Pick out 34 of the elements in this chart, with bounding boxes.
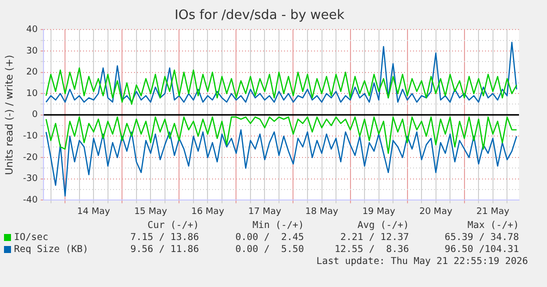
text: Last update: Thu May 21 22:55:19 2026 xyxy=(315,256,529,268)
text: Min (-/+) xyxy=(252,220,304,232)
text: 9.56 / 11.86 xyxy=(129,244,199,256)
y-tick-label: 30 xyxy=(26,46,38,56)
text: 0.00 / 5.50 xyxy=(234,244,304,256)
text: Cur (-/+) xyxy=(146,220,199,232)
y-tick-label: 0 xyxy=(32,110,38,120)
y-tick-label: 10 xyxy=(26,88,38,99)
x-tick-label: 20 May xyxy=(419,206,453,217)
text: 65.39 / 34.78 xyxy=(444,232,519,244)
text: 96.50 /104.31 xyxy=(444,244,519,256)
text: 7.15 / 13.86 xyxy=(129,232,199,244)
x-tick-label: 17 May xyxy=(248,206,282,217)
y-axis-title: Units read (-) / write (+) xyxy=(4,54,16,175)
text: Max (-/+) xyxy=(466,220,519,232)
y-tick-label: -40 xyxy=(22,196,38,206)
y-tick-label: 40 xyxy=(26,24,38,35)
y-tick-label: -30 xyxy=(22,174,38,184)
text: 2.21 / 12.37 xyxy=(339,232,409,244)
y-tick-label: -10 xyxy=(22,132,38,142)
x-tick-label: 14 May xyxy=(77,206,111,217)
text: 12.55 / 8.36 xyxy=(334,244,409,256)
legend-label: IO/sec xyxy=(14,232,50,244)
text: 0.00 / 2.45 xyxy=(234,232,304,244)
chart-title: IOs for /dev/sda - by week xyxy=(174,8,345,24)
x-tick-label: 16 May xyxy=(191,206,225,217)
legend-label: Req Size (KB) xyxy=(14,244,90,256)
x-tick-label: 19 May xyxy=(362,206,396,217)
x-tick-label: 15 May xyxy=(134,206,168,217)
y-tick-label: -20 xyxy=(22,152,38,163)
text: Avg (-/+) xyxy=(356,220,409,232)
y-tick-label: 20 xyxy=(26,68,38,78)
x-tick-label: 18 May xyxy=(305,206,339,217)
x-tick-label: 21 May xyxy=(476,206,510,217)
